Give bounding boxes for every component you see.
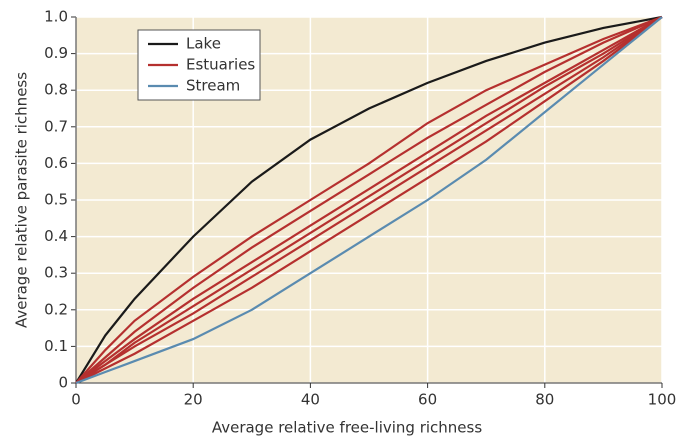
y-tick-label: 0.4: [44, 227, 68, 245]
x-tick-label: 60: [418, 391, 437, 409]
y-tick-label: 0: [58, 374, 68, 392]
y-tick-label: 0.8: [44, 81, 68, 99]
legend-label: Stream: [186, 77, 240, 95]
x-tick-label: 20: [184, 391, 203, 409]
y-tick-label: 1.0: [44, 8, 68, 26]
x-tick-label: 40: [301, 391, 320, 409]
x-tick-label: 100: [648, 391, 677, 409]
y-tick-label: 0.6: [44, 154, 68, 172]
line: [75, 15, 663, 384]
x-tick-label: 80: [535, 391, 554, 409]
x-tick-label: 0: [71, 391, 81, 409]
line: [75, 16, 663, 384]
legend-label: Estuaries: [186, 56, 255, 74]
y-axis-label: Average relative parasite richness: [13, 72, 31, 328]
x-axis-label: Average relative free-living richness: [212, 419, 483, 437]
y-tick-label: 0.7: [44, 117, 68, 135]
legend-label: Lake: [186, 35, 221, 53]
line: [75, 16, 663, 384]
line: [75, 16, 663, 384]
line: [75, 15, 663, 384]
y-tick-label: 0.9: [44, 44, 68, 62]
line: [75, 16, 663, 384]
line: [75, 16, 663, 385]
y-tick-label: 0.5: [44, 191, 68, 209]
line: [75, 15, 663, 384]
y-tick-label: 0.2: [44, 300, 68, 318]
y-tick-label: 0.3: [44, 264, 68, 282]
y-tick-label: 0.1: [44, 337, 68, 355]
